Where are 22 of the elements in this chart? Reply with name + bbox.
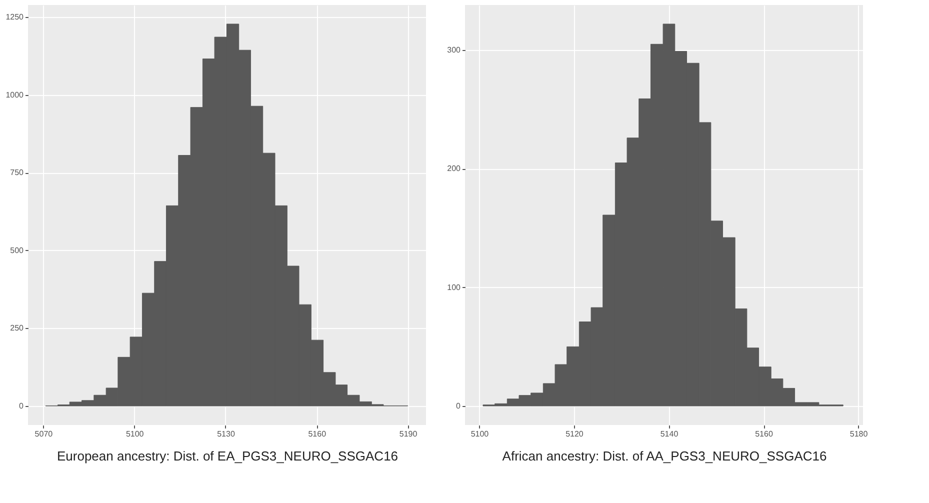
x-tick-label: 5120 (566, 430, 584, 438)
y-tick-label: 200 (447, 164, 462, 174)
y-tick-label: 300 (447, 46, 462, 55)
x-tick-label: 5140 (660, 430, 679, 438)
y-tick-label: 1000 (6, 90, 24, 100)
y-tick-label: 250 (10, 324, 24, 333)
x-tick-label: 5100 (470, 430, 490, 438)
x-tick-label: 5190 (399, 430, 418, 438)
y-tick-label: 1250 (6, 12, 24, 22)
y-tick-label: 500 (10, 246, 24, 255)
x-tick-label: 5100 (126, 430, 144, 438)
y-tick-label: 750 (10, 168, 24, 178)
x-tick-label: 5130 (217, 430, 236, 438)
y-tick-label: 100 (447, 282, 462, 292)
x-tick-label: 5160 (308, 430, 327, 438)
y-tick-label: 0 (456, 402, 462, 411)
x-tick-label: 5180 (850, 430, 868, 438)
x-tick-label: 5160 (755, 430, 774, 438)
x-axis-title: European ancestry: Dist. of EA_PGS3_NEURO_SSGAC16 (56, 448, 398, 464)
x-axis-title: African ancestry: Dist. of AA_PGS3_NEURO_SSGAC16 (502, 448, 827, 464)
x-tick-label: 5070 (34, 430, 54, 438)
y-tick-label: 0 (19, 402, 24, 411)
